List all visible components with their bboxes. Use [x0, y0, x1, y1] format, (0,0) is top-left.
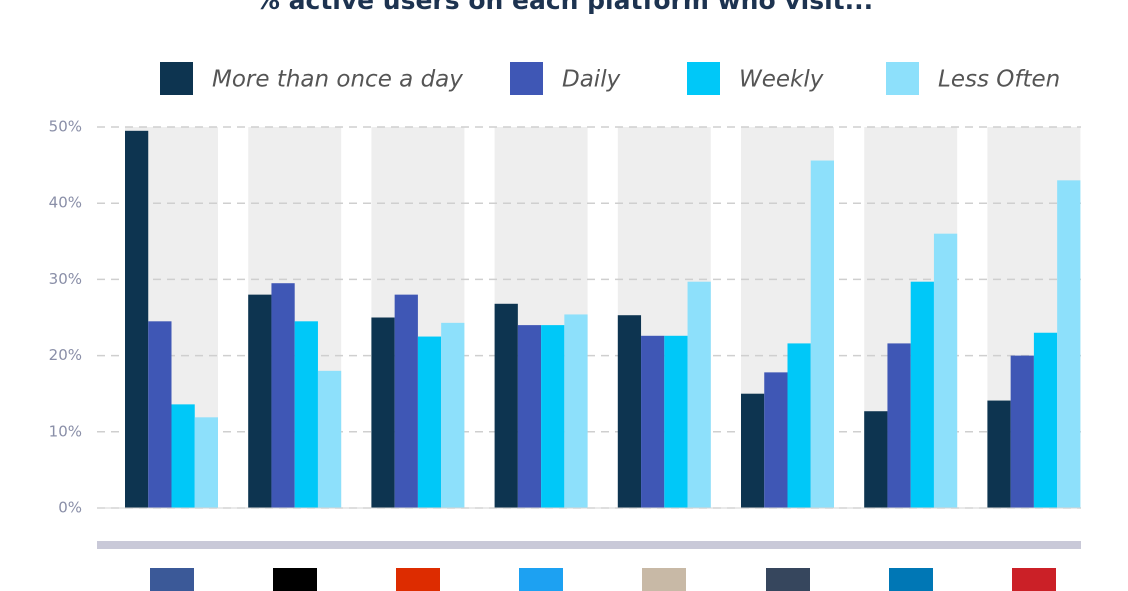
bar [194, 417, 218, 508]
bar [294, 321, 318, 508]
legend-swatch [510, 62, 543, 95]
legend-label: Daily [562, 67, 621, 93]
bar [810, 160, 834, 508]
bar [1033, 332, 1058, 508]
y-tick-label: 20% [49, 346, 82, 364]
linkedin-icon [889, 568, 933, 591]
bar [271, 283, 295, 508]
bar [564, 314, 588, 508]
bar [394, 294, 418, 508]
bar [1010, 355, 1034, 508]
pinterest-icon [1012, 568, 1056, 591]
bar [787, 343, 811, 508]
bar [864, 411, 888, 508]
bar [887, 343, 911, 508]
bar [764, 372, 788, 508]
bar [371, 317, 395, 508]
legend-label: Less Often [938, 67, 1060, 93]
legend-label: Weekly [739, 67, 824, 93]
bar [317, 370, 342, 508]
bar [541, 325, 565, 508]
instagram-icon [642, 568, 686, 591]
bar [417, 336, 442, 508]
bar [248, 294, 272, 508]
legend-swatch [886, 62, 919, 95]
bar [1057, 180, 1081, 508]
chart-title: % active users on each platform who visi… [255, 0, 873, 15]
footer-bar [97, 541, 1081, 549]
tumblr-icon [766, 568, 810, 591]
bar [741, 393, 765, 508]
youtube-icon [273, 568, 317, 591]
legend-label: More than once a day [212, 67, 463, 93]
y-tick-label: 40% [49, 194, 82, 212]
bar [987, 400, 1011, 508]
bar [125, 130, 149, 508]
bar [910, 281, 934, 508]
bar [494, 303, 518, 508]
bar [171, 404, 195, 508]
twitter-icon [519, 568, 563, 591]
bar [641, 335, 665, 508]
bar [517, 325, 542, 508]
facebook-icon [150, 568, 194, 591]
y-tick-label: 10% [49, 422, 82, 440]
bar [933, 233, 958, 508]
y-tick-label: 0% [58, 499, 82, 517]
bar [617, 315, 642, 508]
bar [664, 335, 688, 508]
y-tick-label: 30% [49, 270, 82, 288]
platform-icons [150, 568, 1056, 591]
bar [441, 322, 465, 508]
legend-swatch [160, 62, 193, 95]
legend-swatch [687, 62, 720, 95]
googleplus-icon [396, 568, 440, 591]
bar [687, 281, 711, 508]
y-tick-label: 50% [49, 118, 82, 136]
bar [148, 321, 172, 508]
